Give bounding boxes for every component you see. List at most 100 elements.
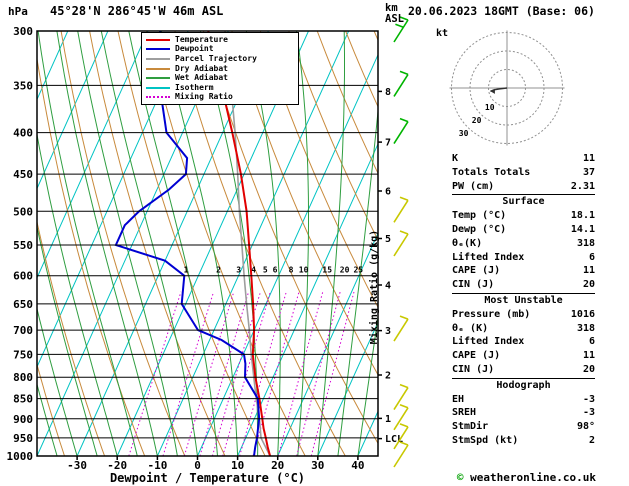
legend-swatch-wet-adiabat [146, 77, 170, 80]
temperature-axis-label: Dewpoint / Temperature (°C) [109, 471, 306, 485]
index-value: 2.31 [570, 180, 595, 192]
index-row: Dewp (°C) 14.1 [452, 223, 595, 237]
index-value: 20 [582, 279, 595, 291]
pressure-tick-label: 650 [13, 298, 33, 311]
mixing-ratio-line-label: 25 [353, 266, 363, 275]
pressure-grid-group [36, 30, 379, 457]
index-value: 6 [588, 336, 595, 348]
pressure-axis-unit: hPa [8, 5, 28, 18]
legend-label: Wet Adiabat [175, 73, 228, 83]
index-row: CIN (J) 20 [452, 278, 595, 292]
pressure-tick-label: 750 [13, 348, 33, 361]
temperature-tick-label: 40 [351, 459, 364, 472]
lcl-label: LCL [385, 434, 403, 445]
legend-item: Mixing Ratio [146, 93, 294, 103]
pressure-tick-label: 450 [13, 168, 33, 181]
height-axis-unit-km: km [385, 2, 398, 14]
index-section-title: Surface [452, 194, 595, 209]
pressure-tick-label: 1000 [7, 450, 34, 463]
hodograph-ring-label: 10 [485, 103, 495, 112]
height-tick-label: 4 [385, 281, 391, 292]
legend-label: Dewpoint [175, 44, 214, 54]
legend-item: Dry Adiabat [146, 64, 294, 74]
height-tick-label: 6 [385, 187, 391, 198]
index-label: CIN (J) [452, 363, 495, 375]
index-label: θₑ (K) [452, 322, 489, 334]
index-section-title: Most Unstable [452, 292, 595, 308]
index-label: θₑ(K) [452, 237, 483, 249]
legend-item: Temperature [146, 35, 294, 45]
hodograph-ring-label: 30 [459, 129, 469, 138]
index-label: Lifted Index [452, 336, 525, 348]
index-label: PW (cm) [452, 180, 495, 192]
index-label: StmSpd (kt) [452, 434, 519, 446]
pressure-tick-label: 300 [13, 25, 33, 38]
legend-swatch-parcel-trajectory [146, 57, 170, 60]
index-row: CAPE (J) 11 [452, 349, 595, 363]
legend-swatch-dry-adiabat [146, 67, 170, 70]
datetime-title: 20.06.2023 18GMT (Base: 06) [408, 4, 595, 18]
index-row: EH -3 [452, 393, 595, 407]
wind-barb [393, 117, 409, 145]
index-row: Temp (°C) 18.1 [452, 209, 595, 223]
index-label: CAPE (J) [452, 350, 501, 362]
index-label: SREH [452, 407, 477, 419]
index-row: θₑ(K) 318 [452, 237, 595, 251]
temperature-tick-label: -10 [147, 459, 167, 472]
height-tick-label: 2 [385, 371, 391, 382]
mixing-ratio-line-label: 6 [273, 266, 278, 275]
index-label: K [452, 153, 459, 164]
legend-label: Parcel Trajectory [175, 53, 257, 63]
index-row: StmDir 98° [452, 420, 595, 434]
temperature-tick-label: 0 [194, 459, 201, 472]
index-label: Totals Totals [452, 166, 531, 178]
mixing-ratio-line-label: 15 [322, 266, 332, 275]
index-row: θₑ (K) 318 [452, 322, 595, 336]
index-row: Lifted Index 6 [452, 251, 595, 265]
mixing-ratio-line-label: 2 [216, 266, 221, 275]
index-section-title: Hodograph [452, 377, 595, 393]
index-value: 18.1 [570, 210, 595, 222]
temperature-tick-label: 10 [231, 459, 244, 472]
pressure-tick-label: 950 [13, 432, 33, 445]
index-row: K 11 [452, 152, 595, 166]
index-value: 318 [576, 237, 595, 249]
mixing-ratio-line-label: 5 [263, 266, 268, 275]
index-value: 2 [588, 434, 595, 446]
mixing-ratio-line-label: 10 [299, 266, 309, 275]
legend-label: Mixing Ratio [175, 92, 233, 102]
indices-panel: K 11 Totals Totals 37 PW (cm) 2.31 Surface Temp… [452, 152, 595, 448]
index-value: 11 [582, 265, 595, 277]
pressure-axis: 300 350 400 450 500 550 600 650 700 750 800 850 900 9… [7, 25, 34, 463]
legend-label: Dry Adiabat [175, 63, 228, 73]
index-row: PW (cm) 2.31 [452, 180, 595, 194]
legend-label: Temperature [175, 34, 228, 44]
index-value: 20 [582, 363, 595, 375]
wind-barb [393, 315, 409, 342]
copyright-text: weatheronline.co.uk [470, 471, 596, 484]
index-value: 14.1 [570, 223, 595, 235]
pressure-tick-label: 700 [13, 324, 33, 337]
index-value: 11 [582, 153, 595, 164]
mixing-ratio-line-label: 8 [289, 266, 294, 275]
copyright: © weatheronline.co.uk [430, 471, 596, 484]
height-tick-label: 7 [385, 138, 391, 149]
station-title: 45°28'N 286°45'W 46m ASL [50, 4, 224, 18]
index-value: 318 [576, 322, 595, 334]
legend-swatch-dewpoint [146, 48, 170, 51]
legend-item: Dewpoint [146, 45, 294, 55]
temperature-axis: -30 -20 -10 0 10 20 30 40 [67, 456, 365, 472]
mixing-ratio-line-label: 1 [184, 266, 189, 275]
height-tick-label: 1 [385, 414, 391, 425]
index-label: StmDir [452, 421, 489, 433]
index-label: Dewp (°C) [452, 223, 507, 235]
mixing-ratio-group: 1 2 3 4 5 6 8 10 15 20 25 [128, 266, 363, 456]
legend-swatch-isotherm [146, 86, 170, 89]
height-axis-unit-asl: ASL [385, 13, 404, 25]
mixing-ratio-axis-label: Mixing Ratio (g/kg) [369, 229, 380, 345]
index-row: CIN (J) 20 [452, 363, 595, 377]
pressure-tick-label: 900 [13, 413, 33, 426]
